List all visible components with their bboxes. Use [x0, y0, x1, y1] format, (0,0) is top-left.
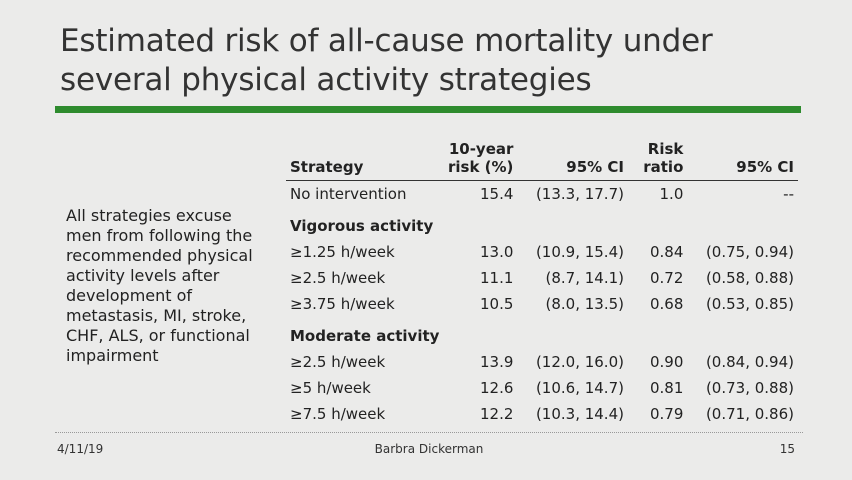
cell-ci-risk: (8.7, 14.1) — [545, 269, 624, 287]
table-row: No intervention 15.4 (13.3, 17.7) 1.0 -- — [286, 181, 798, 208]
cell-ci-ratio: (0.73, 0.88) — [705, 379, 794, 397]
cell-strategy: ≥2.5 h/week — [290, 353, 386, 371]
group-label: Moderate activity — [290, 327, 440, 345]
cell-ci-risk: (8.0, 13.5) — [545, 295, 624, 313]
cell-risk: 11.1 — [480, 269, 514, 287]
group-row-moderate: Moderate activity — [286, 317, 798, 349]
table-row: ≥2.5 h/week 13.9 (12.0, 16.0) 0.90 (0.84… — [286, 349, 798, 375]
cell-risk: 10.5 — [480, 295, 514, 313]
cell-ci-risk: (10.9, 15.4) — [535, 243, 624, 261]
cell-strategy: ≥2.5 h/week — [290, 269, 386, 287]
cell-ci-risk: (13.3, 17.7) — [535, 185, 624, 203]
cell-strategy: ≥5 h/week — [290, 379, 371, 397]
cell-risk: 12.2 — [480, 405, 514, 423]
strategy-note: All strategies excuse men from following… — [66, 206, 253, 365]
group-label: Vigorous activity — [290, 217, 434, 235]
cell-ci-ratio: (0.53, 0.85) — [705, 295, 794, 313]
cell-ci-ratio: (0.75, 0.94) — [705, 243, 794, 261]
cell-strategy: ≥3.75 h/week — [290, 295, 395, 313]
cell-risk-ratio: 0.90 — [649, 353, 684, 371]
cell-ci-ratio: -- — [783, 185, 794, 203]
slide-footer: 4/11/19 Barbra Dickerman 15 — [55, 432, 803, 456]
header-risk-ratio: Risk ratio — [627, 140, 688, 181]
table-row: ≥5 h/week 12.6 (10.6, 14.7) 0.81 (0.73, … — [286, 375, 798, 401]
group-row-vigorous: Vigorous activity — [286, 207, 798, 239]
table-row: ≥3.75 h/week 10.5 (8.0, 13.5) 0.68 (0.53… — [286, 291, 798, 317]
cell-risk-ratio: 0.68 — [649, 295, 684, 313]
cell-risk: 13.0 — [480, 243, 514, 261]
cell-risk-ratio: 0.72 — [649, 269, 684, 287]
header-ci-risk: 95% CI — [517, 140, 628, 181]
footer-author: Barbra Dickerman — [374, 442, 484, 456]
cell-strategy: No intervention — [290, 185, 407, 203]
cell-risk: 13.9 — [480, 353, 514, 371]
header-strategy: Strategy — [286, 140, 438, 181]
cell-ci-ratio: (0.58, 0.88) — [705, 269, 794, 287]
cell-risk-ratio: 1.0 — [659, 185, 684, 203]
footer-page-number: 15 — [779, 442, 795, 456]
table-row: ≥1.25 h/week 13.0 (10.9, 15.4) 0.84 (0.7… — [286, 239, 798, 265]
table-row: ≥2.5 h/week 11.1 (8.7, 14.1) 0.72 (0.58,… — [286, 265, 798, 291]
table-row: ≥7.5 h/week 12.2 (10.3, 14.4) 0.79 (0.71… — [286, 401, 798, 427]
cell-ci-risk: (12.0, 16.0) — [535, 353, 624, 371]
cell-risk-ratio: 0.81 — [649, 379, 684, 397]
slide-title: Estimated risk of all-cause mortality un… — [60, 23, 713, 98]
header-risk: 10-year risk (%) — [437, 140, 518, 181]
footer-date: 4/11/19 — [57, 442, 104, 456]
cell-ci-risk: (10.3, 14.4) — [535, 405, 624, 423]
cell-risk: 15.4 — [480, 185, 514, 203]
cell-risk-ratio: 0.84 — [649, 243, 684, 261]
table-header-row: Strategy 10-year risk (%) 95% CI Risk ra… — [286, 140, 798, 181]
title-divider — [55, 106, 801, 113]
cell-ci-risk: (10.6, 14.7) — [535, 379, 624, 397]
cell-risk-ratio: 0.79 — [649, 405, 684, 423]
header-ci-ratio: 95% CI — [687, 140, 798, 181]
results-table: Strategy 10-year risk (%) 95% CI Risk ra… — [286, 140, 798, 427]
cell-ci-ratio: (0.71, 0.86) — [705, 405, 794, 423]
cell-strategy: ≥1.25 h/week — [290, 243, 395, 261]
cell-ci-ratio: (0.84, 0.94) — [705, 353, 794, 371]
cell-strategy: ≥7.5 h/week — [290, 405, 386, 423]
cell-risk: 12.6 — [480, 379, 514, 397]
